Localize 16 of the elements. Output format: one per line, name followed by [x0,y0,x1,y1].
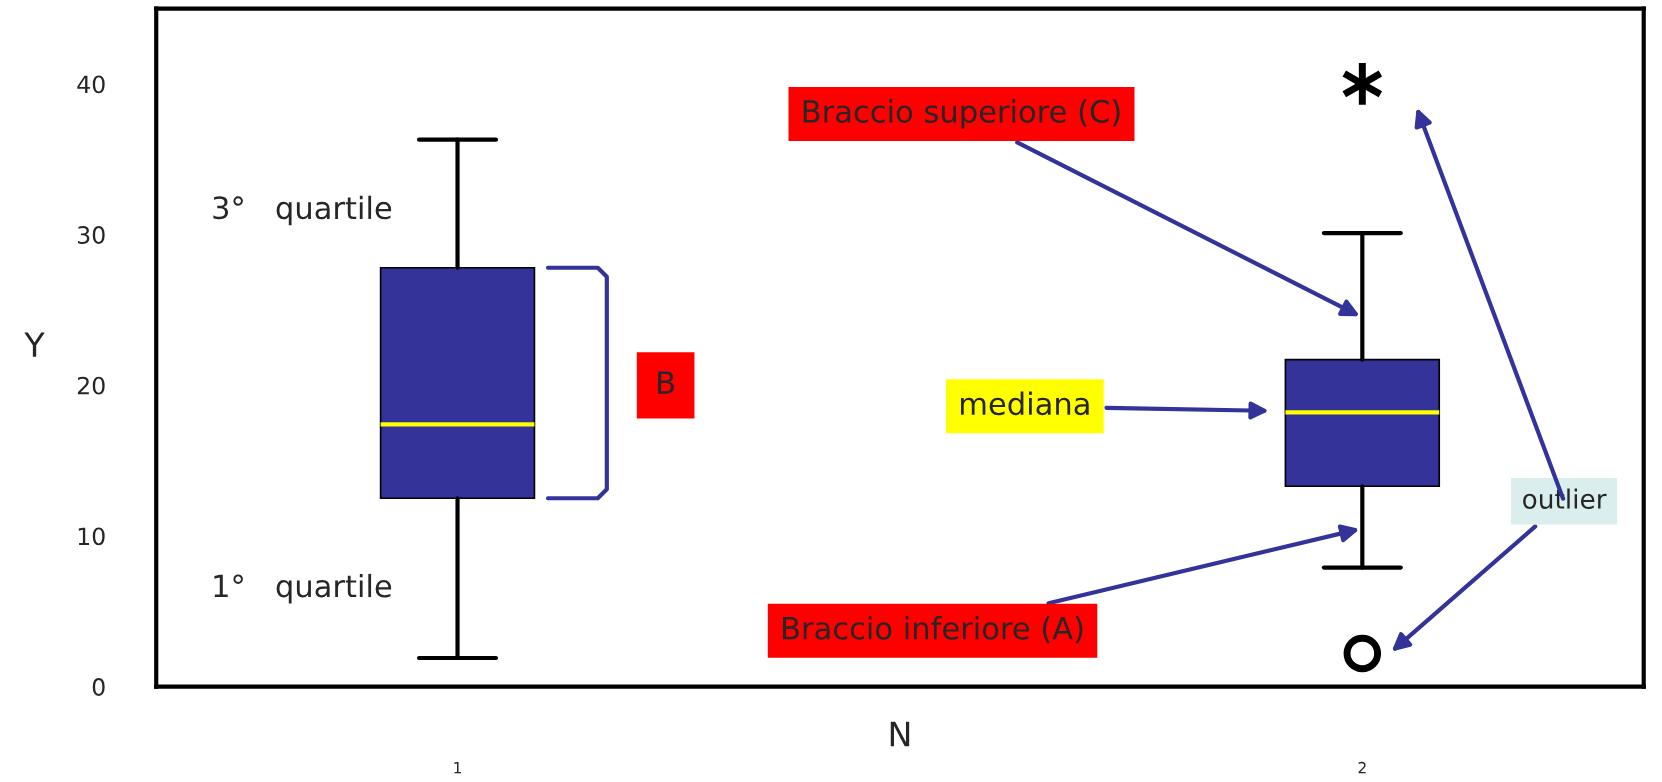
annotation: 1° quartile [214,573,392,604]
annotation: Braccio superiore (C) [803,99,1120,129]
y-tick-label: 30 [77,226,105,244]
y-tick-label: 40 [77,75,105,94]
annotation: outlier [1523,488,1607,509]
x-tick-label: 2 [1358,761,1366,774]
y-tick-label: 10 [78,527,105,546]
y-tick-label: 0 [92,678,105,696]
y-axis-title: Y [24,332,45,357]
x-axis-title: N [890,721,910,747]
annotation: B [658,371,674,394]
annotation: 3° quartile [213,195,392,226]
annotation: mediana [960,391,1089,416]
y-tick-label: 20 [77,376,105,395]
annotation: Braccio inferiore (A) [783,616,1083,644]
x-tick-label: 1 [454,762,461,774]
